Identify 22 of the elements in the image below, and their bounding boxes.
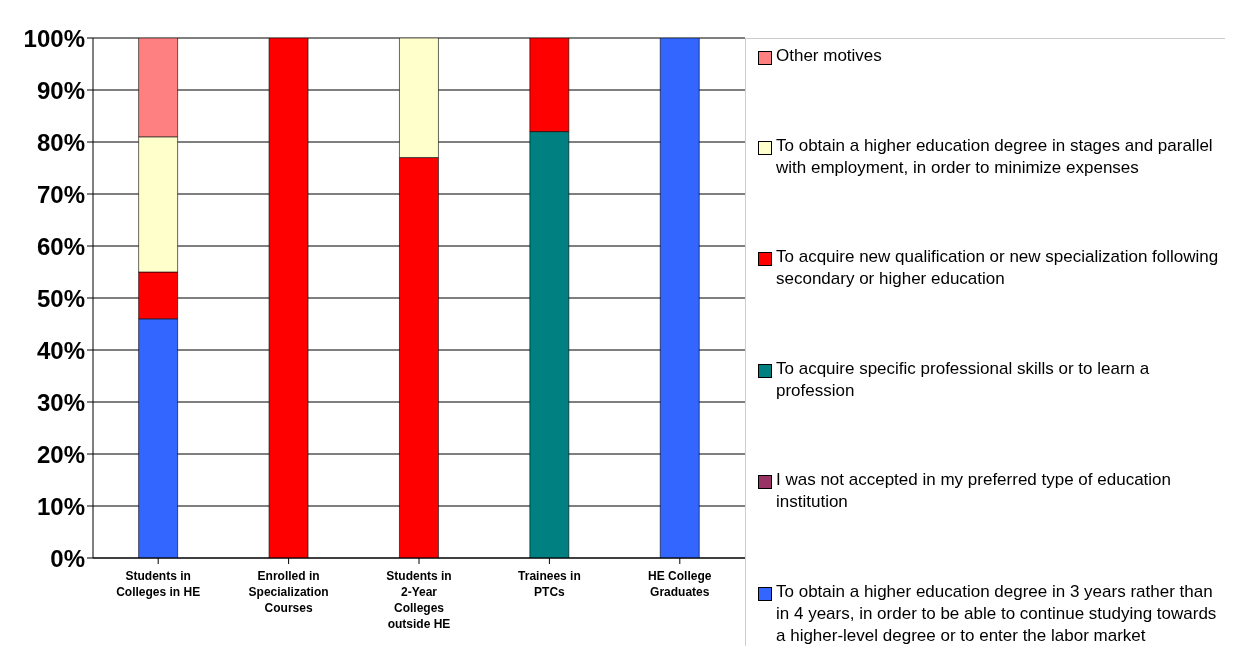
x-tick-label: HE College Graduates [648, 569, 712, 599]
legend-label: Other motives [776, 45, 882, 67]
x-tick-label: Enrolled in Specialization Courses [248, 569, 329, 615]
y-tick-label: 90% [36, 76, 85, 104]
y-tick-label: 10% [36, 492, 85, 520]
y-tick-label: 40% [36, 336, 85, 364]
x-tick-label: Students in 2-Year Colleges outside HE [386, 569, 452, 631]
legend-label: To acquire specific professional skills or to learn a profession [776, 357, 1151, 402]
legend-label: To acquire new qualification or new specialization following secondary or higher education [776, 246, 1220, 291]
y-tick-label: 60% [36, 232, 85, 260]
y-tick-label: 20% [36, 440, 85, 468]
y-tick-label: 30% [36, 388, 85, 416]
y-tick-label: 100% [23, 24, 85, 52]
y-tick-label: 80% [36, 128, 85, 156]
legend-label: I was not accepted in my preferred type of education institution [776, 469, 1172, 514]
y-tick-label: 50% [36, 284, 85, 312]
x-tick-label: Trainees in PTCs [518, 569, 581, 599]
y-tick-label: 70% [36, 180, 85, 208]
y-tick-label: 0% [50, 544, 85, 572]
x-tick-label: Students in Colleges in HE [116, 569, 201, 599]
legend-label: To obtain a higher education degree in 3 years rather than in 4 years, in order to be able to continue studying towards a higher-level degree or to enter the labor market [776, 580, 1218, 646]
legend-label: To obtain a higher education degree in stages and parallel with employment, in order to minimize expenses [776, 134, 1214, 179]
